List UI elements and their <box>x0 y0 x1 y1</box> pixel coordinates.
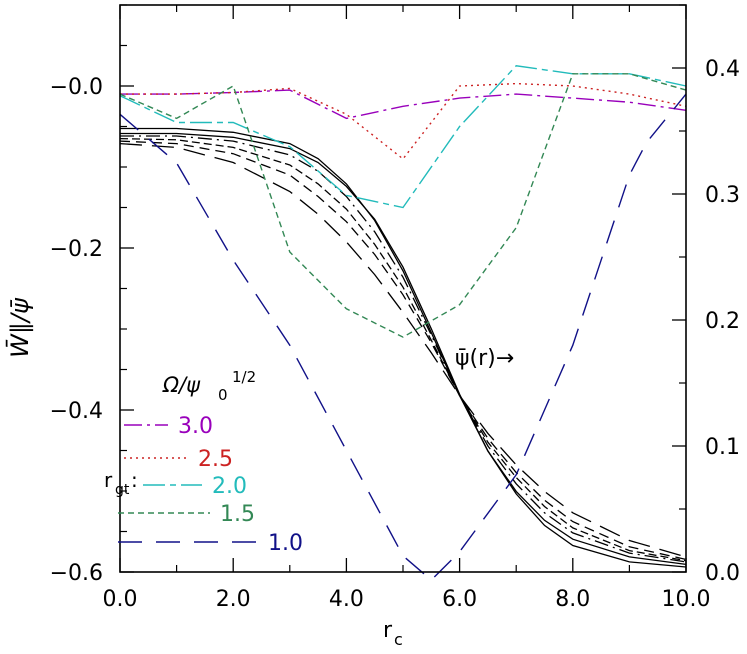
series-line-3-0 <box>120 89 687 120</box>
psi-profile-line <box>119 137 687 562</box>
y-right-tick-label: 0.0 <box>705 561 740 586</box>
legend-entry-label: 1.5 <box>220 502 255 527</box>
psi-profile-line <box>120 135 687 563</box>
y-left-tick-label: −0.2 <box>50 237 103 262</box>
legend-title-subscript: 0 <box>218 386 228 404</box>
legend-prefix-colon: : <box>131 468 138 492</box>
tick-layer: 0.0 2.0 4.0 6.0 8.0 10.0−0.0−0.2−0.4−0.6 0.00.… <box>50 4 740 612</box>
y-axis-left-title: W̄∥/ψ̄ <box>5 297 34 358</box>
y-right-tick-label: 0.1 <box>705 435 740 460</box>
psi-profile-line <box>120 127 687 568</box>
y-left-tick-label: −0.0 <box>50 75 103 100</box>
y-left-tick-label: −0.4 <box>50 399 103 424</box>
x-axis-title: r <box>383 618 393 643</box>
series-line-2-5 <box>120 82 687 160</box>
x-axis-title-subscript: c <box>394 630 403 649</box>
legend-title-superscript: 1/2 <box>232 368 256 386</box>
x-tick-label: 0.0 <box>103 587 138 612</box>
psi-profile-line <box>120 132 687 566</box>
y-right-tick-label: 0.3 <box>705 183 740 208</box>
x-tick-label: 10.0 <box>662 587 711 612</box>
series-line-1-5 <box>119 73 687 338</box>
x-tick-label: 6.0 <box>442 587 477 612</box>
series-layer <box>119 65 687 582</box>
legend-entry-label: 2.5 <box>198 447 233 472</box>
y-right-tick-label: 0.4 <box>705 57 740 82</box>
legend-prefix: r <box>104 468 113 492</box>
y-left-tick-label: −0.6 <box>50 561 103 586</box>
psi-profile-line <box>119 142 687 558</box>
x-tick-label: 4.0 <box>329 587 364 612</box>
legend-title: Ω/ψ <box>162 373 201 397</box>
psi-curve-annotation: ψ̄(r)→ <box>455 346 514 371</box>
svg-text:W̄∥/ψ̄: W̄∥/ψ̄ <box>5 297 34 358</box>
series-line-2-0 <box>119 65 687 209</box>
psi-profile-curves <box>119 127 687 568</box>
y-right-tick-label: 0.2 <box>705 309 740 334</box>
x-tick-label: 8.0 <box>555 587 590 612</box>
legend-prefix-subscript: gt <box>115 482 130 498</box>
x-tick-label: 2.0 <box>216 587 251 612</box>
legend: 3.0 2.52.0 1.5 1.0 <box>118 414 303 556</box>
psi-profile-line <box>119 140 687 561</box>
legend-entry-label: 1.0 <box>268 531 303 556</box>
legend-entry-label: 2.0 <box>212 474 247 499</box>
legend-entry-label: 3.0 <box>178 414 213 439</box>
